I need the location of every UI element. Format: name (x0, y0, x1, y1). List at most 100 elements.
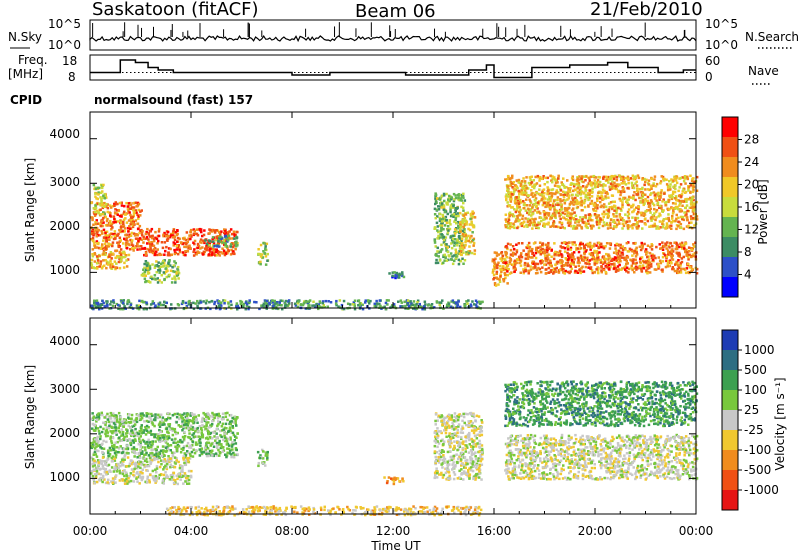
range-cell (95, 223, 98, 226)
range-cell (456, 238, 459, 241)
range-cell (130, 304, 133, 307)
range-cell (140, 245, 143, 248)
range-cell (424, 301, 427, 304)
range-cell (437, 235, 440, 238)
range-cell (455, 197, 458, 200)
cpid-label: CPID (10, 93, 42, 107)
range-cell (541, 266, 544, 269)
range-cell (136, 238, 139, 241)
range-cell (574, 189, 577, 192)
range-cell (396, 276, 399, 279)
range-cell (532, 212, 535, 215)
range-cell (156, 242, 159, 245)
range-cell (465, 223, 468, 226)
range-cell (322, 302, 325, 305)
range-cell (584, 206, 587, 209)
range-cell (509, 212, 512, 215)
range-cell (330, 301, 333, 304)
range-cell (493, 274, 496, 277)
range-cell (602, 198, 605, 201)
range-cell (622, 219, 625, 222)
range-cell (141, 209, 144, 212)
range-cell (603, 211, 606, 214)
range-cell (616, 253, 619, 256)
range-cell (619, 194, 622, 197)
range-cell (113, 215, 116, 218)
range-cell (594, 206, 597, 209)
range-cell (172, 236, 175, 239)
range-cell (654, 219, 657, 222)
range-cell (628, 220, 631, 223)
range-cell (537, 175, 540, 178)
range-cell (100, 263, 103, 266)
range-cell (603, 216, 606, 219)
range-cell (636, 251, 639, 254)
range-cell (224, 299, 227, 302)
range-cell (649, 252, 652, 255)
range-cell (578, 178, 581, 181)
range-cell (650, 199, 653, 202)
range-cell (532, 224, 535, 227)
range-cell (666, 241, 669, 244)
range-cell (590, 176, 593, 179)
range-cell (693, 203, 696, 206)
range-cell (621, 227, 624, 230)
range-cell (464, 241, 467, 244)
range-cell (169, 248, 172, 251)
range-cell (631, 216, 634, 219)
range-cell (183, 238, 186, 241)
range-cell (628, 213, 631, 216)
range-cell (561, 256, 564, 259)
range-cell (580, 272, 583, 275)
range-cell (138, 245, 141, 248)
range-cell (495, 252, 498, 255)
range-cell (160, 304, 163, 307)
range-cell (572, 243, 575, 246)
range-cell (439, 213, 442, 216)
range-cell (493, 259, 496, 262)
range-cell (616, 219, 619, 222)
range-cell (407, 299, 410, 302)
range-cell (656, 203, 659, 206)
nsearch-tick-high: 10^5 (705, 17, 738, 31)
range-cell (609, 242, 612, 245)
range-cell (212, 236, 215, 239)
range-cell (101, 267, 104, 270)
range-cell (257, 253, 260, 256)
range-cell (446, 203, 449, 206)
range-cell (531, 253, 534, 256)
colorbar-band (722, 277, 738, 297)
range-cell (157, 240, 160, 243)
range-cell (266, 300, 269, 303)
range-cell (622, 249, 625, 252)
range-cell (101, 187, 104, 190)
range-cell (96, 299, 99, 302)
range-cell (627, 250, 630, 253)
range-cell (591, 202, 594, 205)
range-cell (543, 188, 546, 191)
range-cell (96, 242, 99, 245)
range-cell (374, 303, 377, 306)
power-colorbar (722, 117, 738, 297)
range-cell (536, 269, 539, 272)
range-cell (540, 262, 543, 265)
range-cell (641, 227, 644, 230)
range-cell (591, 195, 594, 198)
range-cell (91, 233, 94, 236)
range-cell (97, 229, 100, 232)
range-cell (678, 186, 681, 189)
range-cell (467, 228, 470, 231)
range-cell (659, 205, 662, 208)
range-cell (655, 216, 658, 219)
range-cell (369, 300, 372, 303)
range-cell (216, 249, 219, 252)
range-cell (231, 233, 234, 236)
range-cell (557, 175, 560, 178)
range-cell (236, 244, 239, 247)
range-cell (681, 257, 684, 260)
range-cell (603, 203, 606, 206)
range-cell (186, 445, 189, 448)
range-cell (542, 219, 545, 222)
range-cell (436, 197, 439, 200)
range-cell (597, 192, 600, 195)
